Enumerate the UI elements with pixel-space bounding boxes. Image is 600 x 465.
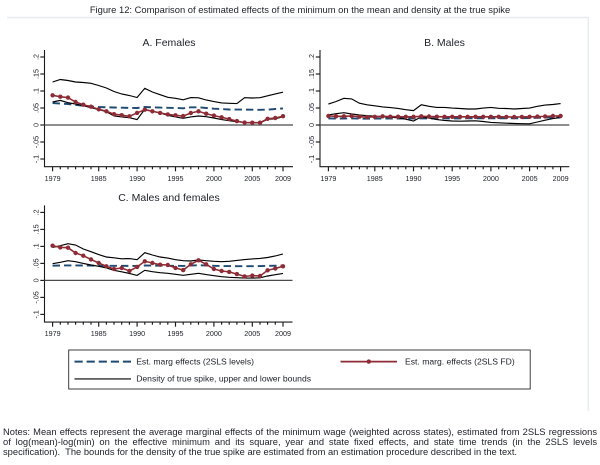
svg-text:1985: 1985 [91, 329, 107, 338]
svg-text:2000: 2000 [483, 174, 499, 183]
svg-text:0: 0 [31, 123, 40, 127]
svg-text:2009: 2009 [275, 329, 291, 338]
svg-text:.2: .2 [31, 54, 40, 60]
svg-text:1985: 1985 [367, 174, 383, 183]
svg-text:.1: .1 [31, 243, 40, 249]
svg-text:.15: .15 [307, 69, 316, 79]
svg-text:.05: .05 [31, 103, 40, 113]
svg-text:2000: 2000 [206, 174, 222, 183]
svg-text:-.05: -.05 [31, 291, 40, 303]
svg-text:.05: .05 [307, 103, 316, 113]
svg-text:Figure 12: Comparison of estim: Figure 12: Comparison of estimated effec… [90, 4, 510, 15]
svg-text:.15: .15 [31, 69, 40, 79]
svg-text:Est. marg effects (2SLS levels: Est. marg effects (2SLS levels) [136, 356, 254, 366]
svg-text:1979: 1979 [320, 174, 336, 183]
svg-text:2005: 2005 [522, 174, 538, 183]
svg-text:1995: 1995 [168, 174, 184, 183]
svg-text:.2: .2 [307, 54, 316, 60]
svg-text:1979: 1979 [45, 329, 61, 338]
svg-text:.05: .05 [31, 258, 40, 268]
svg-text:.1: .1 [31, 88, 40, 94]
svg-text:.1: .1 [307, 88, 316, 94]
svg-text:1995: 1995 [168, 329, 184, 338]
svg-text:-.05: -.05 [31, 136, 40, 148]
svg-text:2005: 2005 [244, 329, 260, 338]
svg-text:-.1: -.1 [31, 155, 40, 163]
svg-text:2000: 2000 [206, 329, 222, 338]
svg-text:1979: 1979 [45, 174, 61, 183]
svg-text:Density of true spike, upper a: Density of true spike, upper and lower b… [136, 374, 311, 384]
svg-text:.15: .15 [31, 224, 40, 234]
svg-text:1985: 1985 [91, 174, 107, 183]
svg-text:-.1: -.1 [31, 310, 40, 318]
svg-text:1995: 1995 [444, 174, 460, 183]
svg-text:1990: 1990 [129, 329, 145, 338]
svg-text:C. Males and females: C. Males and females [118, 192, 220, 204]
svg-text:2009: 2009 [553, 174, 569, 183]
svg-text:0: 0 [31, 278, 40, 282]
svg-text:1990: 1990 [129, 174, 145, 183]
svg-text:2009: 2009 [275, 174, 291, 183]
svg-text:-.05: -.05 [307, 136, 316, 148]
svg-text:-.1: -.1 [307, 155, 316, 163]
svg-text:0: 0 [307, 123, 316, 127]
svg-text:2005: 2005 [244, 174, 260, 183]
svg-text:A. Females: A. Females [142, 37, 195, 49]
svg-text:B. Males: B. Males [424, 37, 465, 49]
svg-text:.2: .2 [31, 209, 40, 215]
svg-text:Est. marg. effects (2SLS FD): Est. marg. effects (2SLS FD) [405, 356, 515, 366]
svg-text:1990: 1990 [406, 174, 422, 183]
